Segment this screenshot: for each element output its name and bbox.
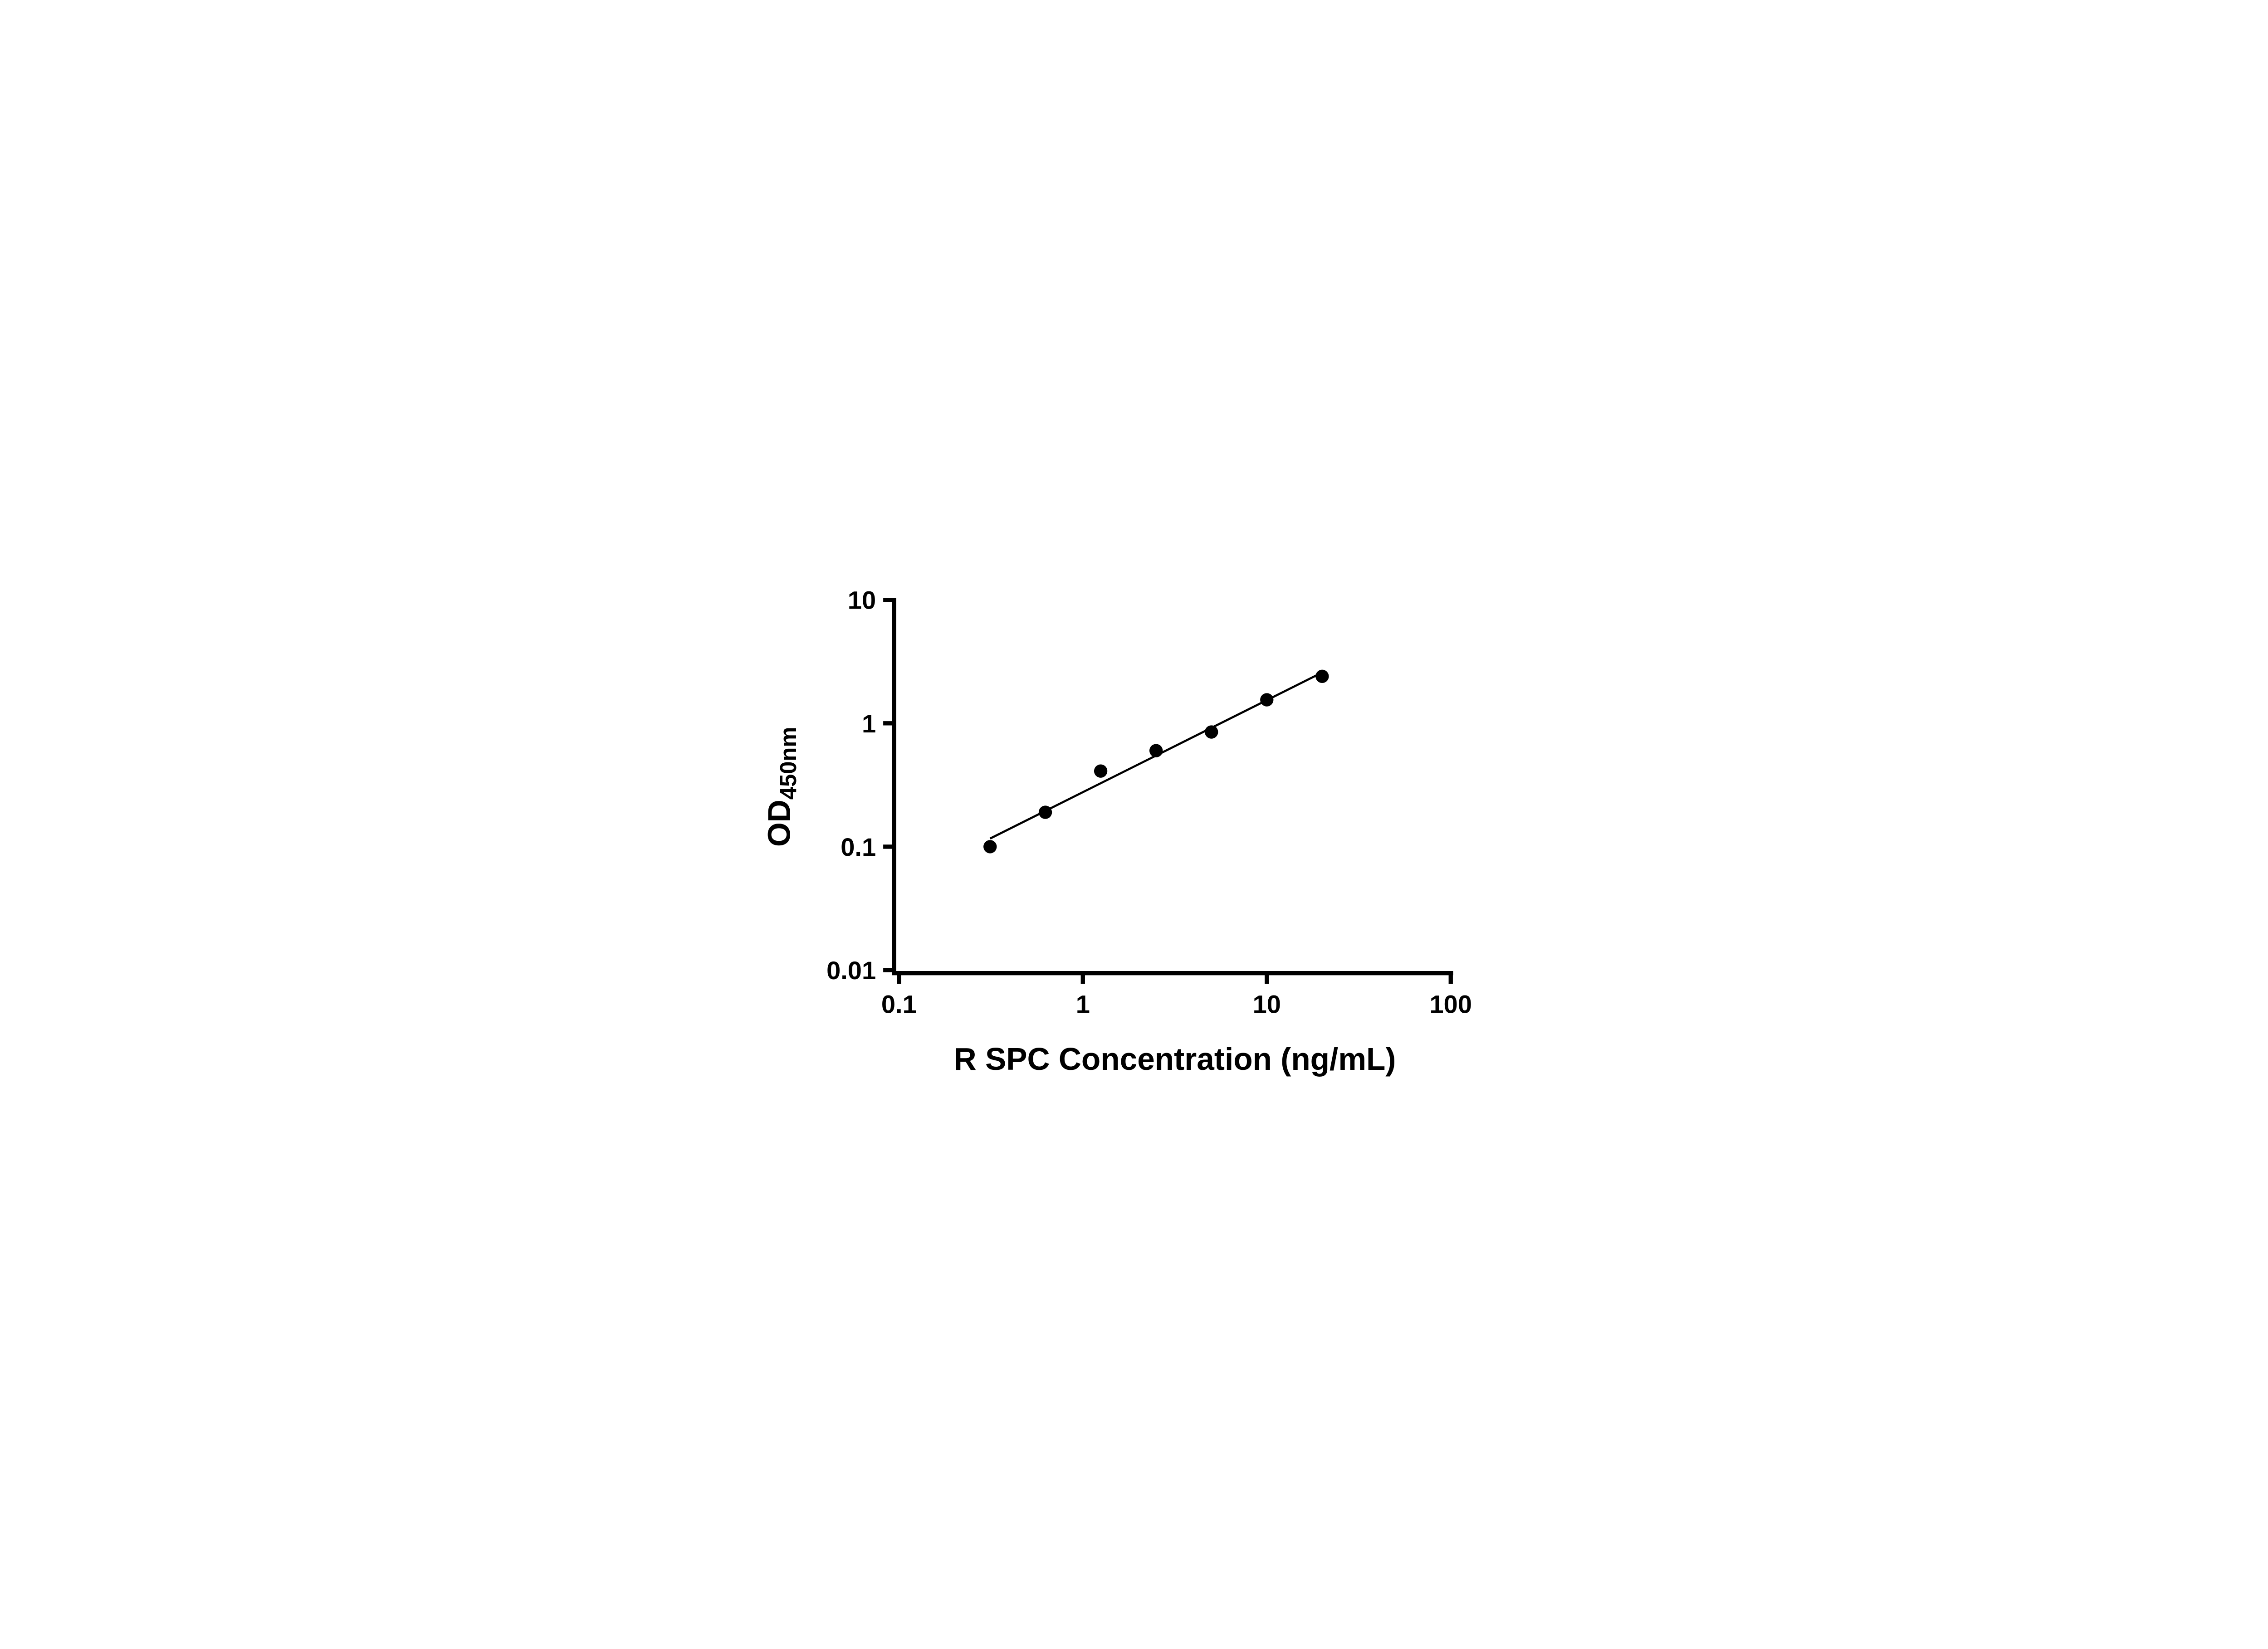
axis-spine: [892, 597, 1453, 976]
y-tick-label: 1: [862, 709, 876, 738]
x-tick-label: 10: [1253, 990, 1281, 1018]
data-point: [1038, 805, 1052, 819]
y-tick-label: 10: [848, 585, 876, 614]
y-axis-title-main: OD: [762, 800, 797, 847]
plot-area: [983, 669, 1329, 854]
data-point: [1315, 669, 1329, 683]
y-tick-label: 0.01: [826, 956, 876, 985]
data-point: [1094, 764, 1108, 778]
y-tick-label: 0.1: [841, 833, 876, 861]
x-tick-label: 1: [1076, 990, 1090, 1018]
data-point: [1205, 725, 1218, 739]
y-axis-title: OD450nm: [762, 727, 801, 847]
data-point: [1149, 744, 1163, 757]
y-axis-title-sub: 450nm: [775, 727, 801, 800]
elisa-standard-curve-figure: 0.1 1 10 100 0.01 0.1 1 10 R SPC Concentration …: [745, 550, 1523, 1099]
data-point: [1260, 693, 1274, 707]
data-point: [983, 840, 997, 854]
x-tick-label: 100: [1430, 990, 1472, 1018]
x-tick-label: 0.1: [881, 990, 917, 1018]
x-axis-title: R SPC Concentration (ng/mL): [954, 1041, 1396, 1077]
